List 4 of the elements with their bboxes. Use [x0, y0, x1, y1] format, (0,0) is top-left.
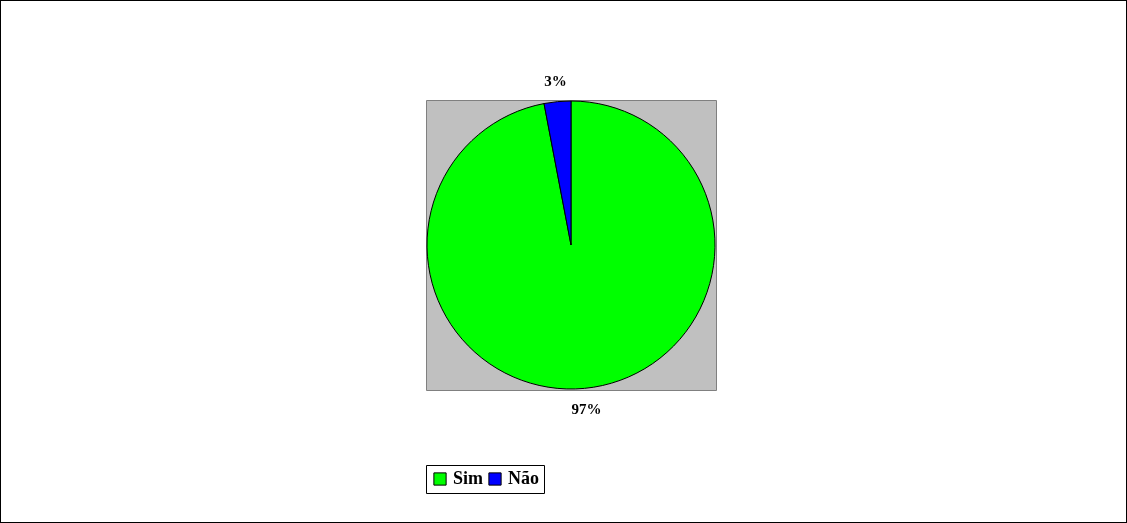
- legend-label: Não: [508, 468, 539, 488]
- legend-label: Sim: [453, 468, 484, 488]
- data-label: 3%: [544, 72, 567, 89]
- data-label: 97%: [571, 401, 602, 418]
